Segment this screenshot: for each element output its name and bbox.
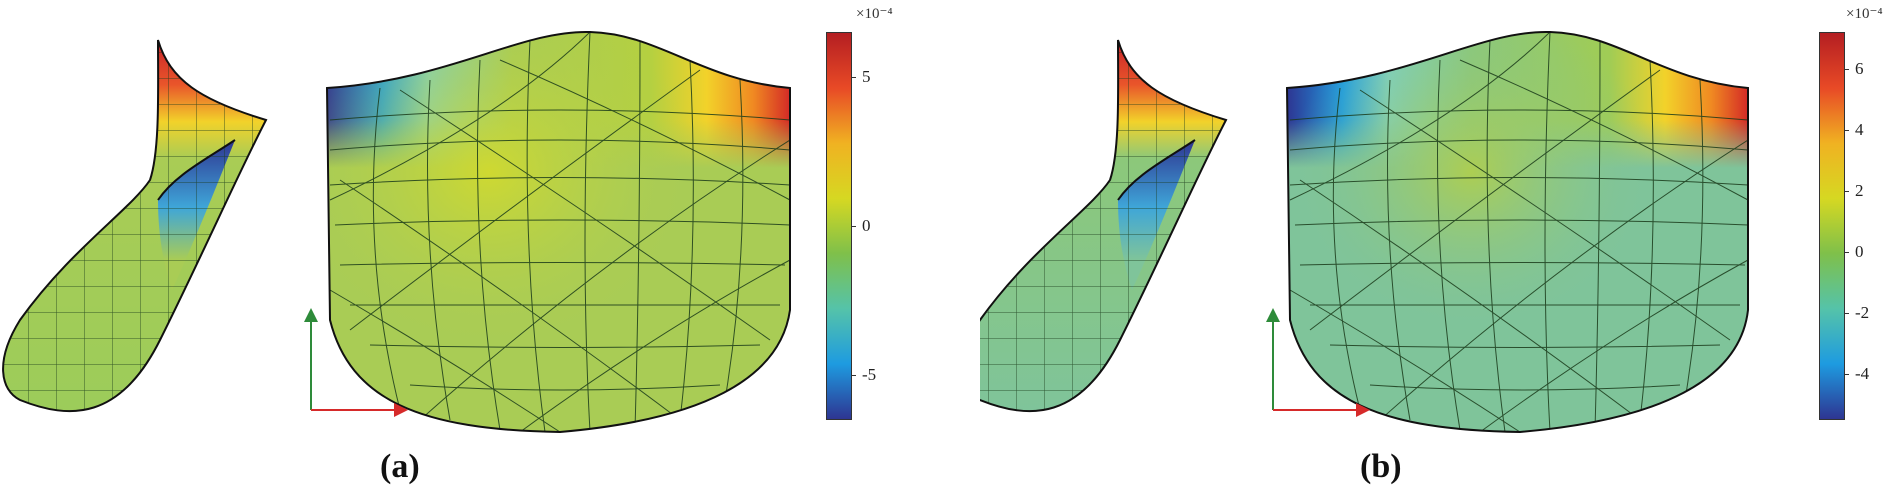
axis-arrows-b — [1266, 308, 1370, 417]
colorbar-tick-label: -2 — [1855, 303, 1870, 323]
colorbar-tick-label: 4 — [1855, 119, 1864, 139]
right-arrow-icon — [1356, 403, 1370, 417]
side-view-surface-b — [980, 39, 1228, 413]
colorbar-tick-mark — [1845, 68, 1849, 70]
colorbar-tick-mark — [1845, 374, 1849, 376]
up-arrow-icon — [1266, 308, 1280, 322]
panel-b: ×10⁻⁴ 6 4 2 0 -2 -4 (b) — [980, 0, 1900, 496]
colorbar-tick-mark — [1845, 129, 1849, 131]
colorbar-tick-label: 2 — [1855, 180, 1864, 200]
colorbar-tick-label: -4 — [1855, 364, 1870, 384]
colorbar-tick-mark — [852, 375, 856, 377]
colorbar-tick-label: 0 — [862, 216, 871, 235]
side-view-surface-a — [2, 39, 268, 413]
right-arrow-icon — [394, 403, 408, 417]
colorbar-tick-label: 0 — [1855, 241, 1864, 261]
colorbar-exponent-a: ×10⁻⁴ — [856, 6, 893, 22]
colorbar-b — [1819, 32, 1845, 420]
colorbar-a — [826, 32, 852, 420]
colorbar-tick-mark — [852, 226, 856, 227]
surface-figure-a — [2, 30, 791, 434]
panel-a: ×10⁻⁴ 5 0 -5 (a) — [2, 6, 893, 485]
up-arrow-icon — [304, 308, 318, 322]
colorbar-tick-mark — [1845, 313, 1849, 315]
panel-label-a: (a) — [380, 448, 420, 485]
panel-label-b: (b) — [1360, 448, 1402, 485]
front-view-surface-b — [1285, 30, 1749, 434]
surface-figure-b — [980, 30, 1749, 434]
colorbar-tick-mark — [1845, 190, 1849, 192]
colorbar-exponent-b: ×10⁻⁴ — [1846, 6, 1883, 22]
colorbar-tick-label: -5 — [862, 365, 877, 385]
colorbar-tick-label: 5 — [862, 66, 871, 86]
front-view-surface-a — [325, 30, 791, 434]
colorbar-tick-mark — [1845, 251, 1849, 253]
colorbar-tick-mark — [852, 76, 856, 78]
axis-arrows-a — [304, 308, 408, 417]
colorbar-tick-label: 6 — [1855, 58, 1864, 78]
